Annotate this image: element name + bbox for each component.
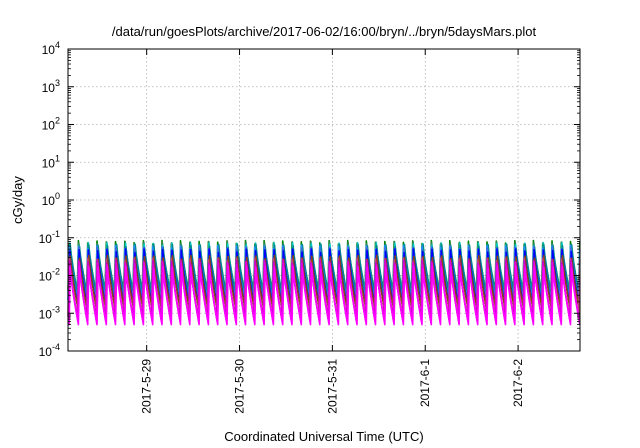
y-axis: 10-4 10-3 10-2 10-1 100 101 102 103 104 <box>39 40 580 359</box>
data-series <box>67 239 581 326</box>
x-tick-label: 2017-5-31 <box>325 359 339 414</box>
x-tick-label: 2017-6-1 <box>418 359 432 407</box>
x-axis: 2017-5-29 2017-5-30 2017-5-31 2017-6-1 2017-… <box>140 49 525 414</box>
y-tick-label: 10-4 <box>39 342 60 359</box>
y-axis-label: cGy/day <box>10 176 25 224</box>
x-tick-label: 2017-5-29 <box>140 359 154 414</box>
x-axis-label: Coordinated Universal Time (UTC) <box>224 429 423 444</box>
y-tick-label: 10-2 <box>39 267 60 284</box>
y-tick-label: 102 <box>42 116 60 133</box>
y-tick-label: 10-3 <box>39 304 60 321</box>
y-tick-label: 101 <box>42 153 60 170</box>
x-tick-label: 2017-5-30 <box>233 359 247 414</box>
series-line <box>67 265 581 326</box>
chart-title: /data/run/goesPlots/archive/2017-06-02/1… <box>112 24 537 39</box>
y-tick-label: 10-1 <box>39 229 60 246</box>
x-tick-label: 2017-6-2 <box>511 359 525 407</box>
y-tick-label: 100 <box>42 191 60 208</box>
y-tick-label: 104 <box>42 40 60 57</box>
y-tick-label: 103 <box>42 78 60 95</box>
